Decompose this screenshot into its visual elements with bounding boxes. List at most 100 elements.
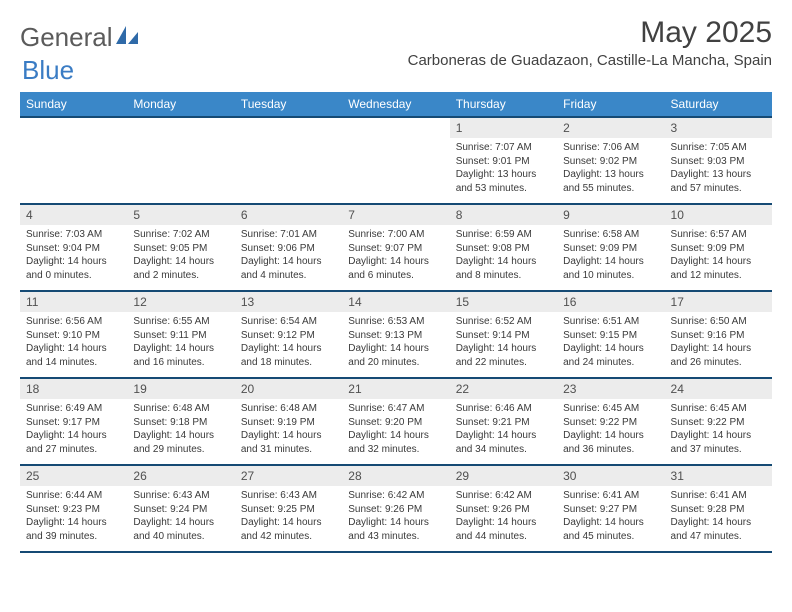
sunset-text: Sunset: 9:15 PM bbox=[563, 329, 658, 343]
day-details: Sunrise: 7:07 AMSunset: 9:01 PMDaylight:… bbox=[450, 138, 557, 203]
day-cell: 18Sunrise: 6:49 AMSunset: 9:17 PMDayligh… bbox=[20, 378, 127, 465]
daylight1-text: Daylight: 14 hours bbox=[241, 516, 336, 530]
day-details: Sunrise: 6:45 AMSunset: 9:22 PMDaylight:… bbox=[557, 399, 664, 464]
day-number: 26 bbox=[127, 466, 234, 486]
sunset-text: Sunset: 9:27 PM bbox=[563, 503, 658, 517]
sunset-text: Sunset: 9:11 PM bbox=[133, 329, 228, 343]
day-cell: 27 Sunrise: 6:43 AMSunset: 9:25 PMDayligh… bbox=[235, 465, 342, 552]
day-number: 23 bbox=[557, 379, 664, 399]
sunset-text: Sunset: 9:14 PM bbox=[456, 329, 551, 343]
daylight1-text: Daylight: 14 hours bbox=[26, 516, 121, 530]
daylight1-text: Daylight: 14 hours bbox=[671, 429, 766, 443]
daylight2-text: and 8 minutes. bbox=[456, 269, 551, 283]
sunrise-text: Sunrise: 6:41 AM bbox=[671, 489, 766, 503]
weekday-header: Sunday bbox=[20, 92, 127, 117]
day-cell: 28Sunrise: 6:42 AMSunset: 9:26 PMDayligh… bbox=[342, 465, 449, 552]
sunset-text: Sunset: 9:25 PM bbox=[241, 503, 336, 517]
weekday-header: Friday bbox=[557, 92, 664, 117]
day-details: Sunrise: 6:49 AMSunset: 9:17 PMDaylight:… bbox=[20, 399, 127, 464]
daylight1-text: Daylight: 14 hours bbox=[241, 342, 336, 356]
day-number: 21 bbox=[342, 379, 449, 399]
daylight2-text: and 22 minutes. bbox=[456, 356, 551, 370]
day-details: Sunrise: 7:02 AMSunset: 9:05 PMDaylight:… bbox=[127, 225, 234, 290]
daylight2-text: and 2 minutes. bbox=[133, 269, 228, 283]
week-row: 11Sunrise: 6:56 AMSunset: 9:10 PMDayligh… bbox=[20, 291, 772, 378]
daylight1-text: Daylight: 14 hours bbox=[133, 516, 228, 530]
day-number: 14 bbox=[342, 292, 449, 312]
day-number: 28 bbox=[342, 466, 449, 486]
sunrise-text: Sunrise: 6:51 AM bbox=[563, 315, 658, 329]
day-cell: 6Sunrise: 7:01 AMSunset: 9:06 PMDaylight… bbox=[235, 204, 342, 291]
daylight1-text: Daylight: 13 hours bbox=[671, 168, 766, 182]
sunset-text: Sunset: 9:12 PM bbox=[241, 329, 336, 343]
day-number: 18 bbox=[20, 379, 127, 399]
sunset-text: Sunset: 9:20 PM bbox=[348, 416, 443, 430]
sunset-text: Sunset: 9:05 PM bbox=[133, 242, 228, 256]
weekday-header: Saturday bbox=[665, 92, 772, 117]
daylight1-text: Daylight: 14 hours bbox=[133, 342, 228, 356]
day-details: Sunrise: 6:59 AMSunset: 9:08 PMDaylight:… bbox=[450, 225, 557, 290]
day-cell: 8Sunrise: 6:59 AMSunset: 9:08 PMDaylight… bbox=[450, 204, 557, 291]
sunrise-text: Sunrise: 6:48 AM bbox=[241, 402, 336, 416]
sunset-text: Sunset: 9:04 PM bbox=[26, 242, 121, 256]
day-number: 2 bbox=[557, 118, 664, 138]
day-details: Sunrise: 6:46 AMSunset: 9:21 PMDaylight:… bbox=[450, 399, 557, 464]
sunrise-text: Sunrise: 6:45 AM bbox=[563, 402, 658, 416]
daylight1-text: Daylight: 14 hours bbox=[456, 429, 551, 443]
sunrise-text: Sunrise: 6:43 AM bbox=[241, 489, 336, 503]
daylight2-text: and 45 minutes. bbox=[563, 530, 658, 544]
day-cell: 7Sunrise: 7:00 AMSunset: 9:07 PMDaylight… bbox=[342, 204, 449, 291]
sunrise-text: Sunrise: 6:47 AM bbox=[348, 402, 443, 416]
daylight1-text: Daylight: 14 hours bbox=[348, 429, 443, 443]
day-details: Sunrise: 6:42 AMSunset: 9:26 PMDaylight:… bbox=[450, 486, 557, 551]
sunset-text: Sunset: 9:06 PM bbox=[241, 242, 336, 256]
daylight1-text: Daylight: 14 hours bbox=[348, 342, 443, 356]
day-cell: 2Sunrise: 7:06 AMSunset: 9:02 PMDaylight… bbox=[557, 117, 664, 204]
sunset-text: Sunset: 9:16 PM bbox=[671, 329, 766, 343]
day-cell bbox=[342, 117, 449, 204]
day-details: Sunrise: 7:00 AMSunset: 9:07 PMDaylight:… bbox=[342, 225, 449, 290]
sunrise-text: Sunrise: 7:03 AM bbox=[26, 228, 121, 242]
day-cell: 11Sunrise: 6:56 AMSunset: 9:10 PMDayligh… bbox=[20, 291, 127, 378]
daylight2-text: and 47 minutes. bbox=[671, 530, 766, 544]
day-cell: 24Sunrise: 6:45 AMSunset: 9:22 PMDayligh… bbox=[665, 378, 772, 465]
sunset-text: Sunset: 9:02 PM bbox=[563, 155, 658, 169]
sunrise-text: Sunrise: 6:58 AM bbox=[563, 228, 658, 242]
week-row: 1Sunrise: 7:07 AMSunset: 9:01 PMDaylight… bbox=[20, 117, 772, 204]
day-cell: 26Sunrise: 6:43 AMSunset: 9:24 PMDayligh… bbox=[127, 465, 234, 552]
day-cell: 21 Sunrise: 6:47 AMSunset: 9:20 PMDayligh… bbox=[342, 378, 449, 465]
day-cell: 22Sunrise: 6:46 AMSunset: 9:21 PMDayligh… bbox=[450, 378, 557, 465]
day-number: 3 bbox=[665, 118, 772, 138]
sunset-text: Sunset: 9:21 PM bbox=[456, 416, 551, 430]
day-number: 9 bbox=[557, 205, 664, 225]
weekday-header: Thursday bbox=[450, 92, 557, 117]
day-details: Sunrise: 7:05 AMSunset: 9:03 PMDaylight:… bbox=[665, 138, 772, 203]
day-details: Sunrise: 6:52 AMSunset: 9:14 PMDaylight:… bbox=[450, 312, 557, 377]
daylight1-text: Daylight: 14 hours bbox=[133, 255, 228, 269]
sunrise-text: Sunrise: 6:55 AM bbox=[133, 315, 228, 329]
sunrise-text: Sunrise: 6:45 AM bbox=[671, 402, 766, 416]
day-details: Sunrise: 6:41 AMSunset: 9:28 PMDaylight:… bbox=[665, 486, 772, 551]
sunrise-text: Sunrise: 6:43 AM bbox=[133, 489, 228, 503]
day-number: 27 bbox=[235, 466, 342, 486]
day-number: 19 bbox=[127, 379, 234, 399]
daylight1-text: Daylight: 14 hours bbox=[348, 255, 443, 269]
day-cell: 15Sunrise: 6:52 AMSunset: 9:14 PMDayligh… bbox=[450, 291, 557, 378]
sunrise-text: Sunrise: 6:48 AM bbox=[133, 402, 228, 416]
daylight2-text: and 26 minutes. bbox=[671, 356, 766, 370]
daylight2-text: and 12 minutes. bbox=[671, 269, 766, 283]
sunrise-text: Sunrise: 6:59 AM bbox=[456, 228, 551, 242]
sunset-text: Sunset: 9:22 PM bbox=[563, 416, 658, 430]
day-cell: 20Sunrise: 6:48 AMSunset: 9:19 PMDayligh… bbox=[235, 378, 342, 465]
logo-sail-icon bbox=[114, 24, 140, 51]
day-details: Sunrise: 6:48 AMSunset: 9:18 PMDaylight:… bbox=[127, 399, 234, 464]
daylight1-text: Daylight: 14 hours bbox=[563, 255, 658, 269]
day-number: 16 bbox=[557, 292, 664, 312]
sunrise-text: Sunrise: 7:06 AM bbox=[563, 141, 658, 155]
sunrise-text: Sunrise: 6:52 AM bbox=[456, 315, 551, 329]
daylight2-text: and 44 minutes. bbox=[456, 530, 551, 544]
daylight1-text: Daylight: 14 hours bbox=[563, 429, 658, 443]
logo: General bbox=[20, 16, 140, 53]
title-block: May 2025 Carboneras de Guadazaon, Castil… bbox=[408, 16, 772, 75]
day-number: 5 bbox=[127, 205, 234, 225]
